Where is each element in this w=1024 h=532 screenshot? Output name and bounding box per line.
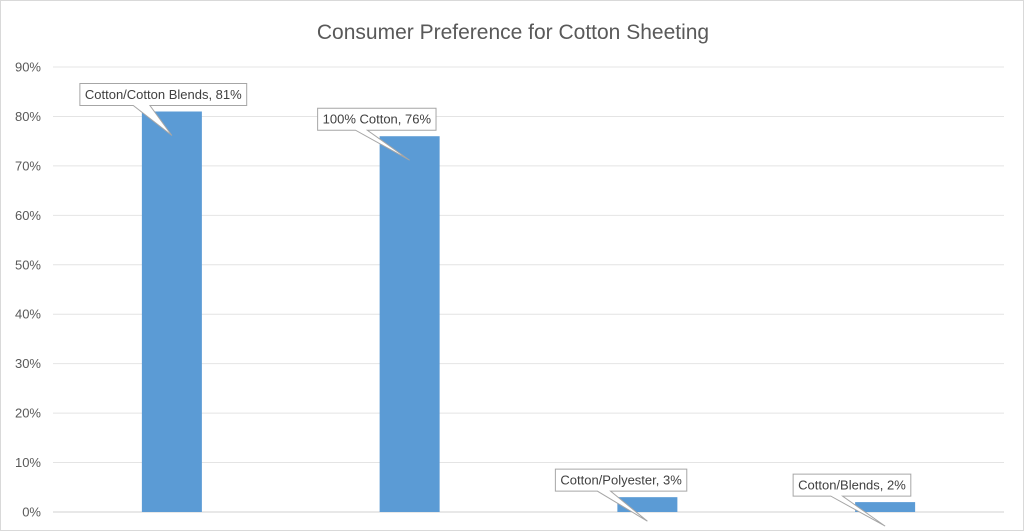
data-label: Cotton/Cotton Blends, 81% — [85, 87, 242, 102]
y-tick-label: 70% — [15, 158, 41, 173]
bars — [141, 111, 916, 512]
bar — [379, 136, 440, 512]
bar — [855, 502, 916, 512]
y-tick-label: 60% — [15, 208, 41, 223]
data-label: 100% Cotton, 76% — [323, 112, 432, 127]
chart-title: Consumer Preference for Cotton Sheeting — [317, 21, 709, 44]
y-tick-label: 50% — [15, 257, 41, 272]
y-tick-label: 30% — [15, 356, 41, 371]
data-label: Cotton/Polyester, 3% — [560, 473, 682, 488]
y-tick-label: 90% — [15, 60, 41, 75]
data-label-callout — [79, 83, 248, 136]
y-tick-label: 40% — [15, 307, 41, 322]
bar — [141, 111, 202, 512]
data-label-callout — [317, 107, 437, 161]
y-axis-ticks: 0% 10% 20% 30% 40% 50% 60% 70% 80% 90% — [15, 60, 41, 520]
y-tick-label: 80% — [15, 109, 41, 124]
data-label-callout — [554, 468, 688, 522]
gridlines — [53, 66, 1004, 513]
data-label: Cotton/Blends, 2% — [798, 478, 906, 493]
y-tick-label: 10% — [15, 455, 41, 470]
data-labels: Cotton/Cotton Blends, 81% 100% Cotton, 76… — [79, 83, 912, 527]
y-tick-label: 20% — [15, 406, 41, 421]
y-tick-label: 0% — [22, 505, 41, 520]
bar — [617, 497, 678, 512]
data-label-callout — [792, 473, 912, 527]
